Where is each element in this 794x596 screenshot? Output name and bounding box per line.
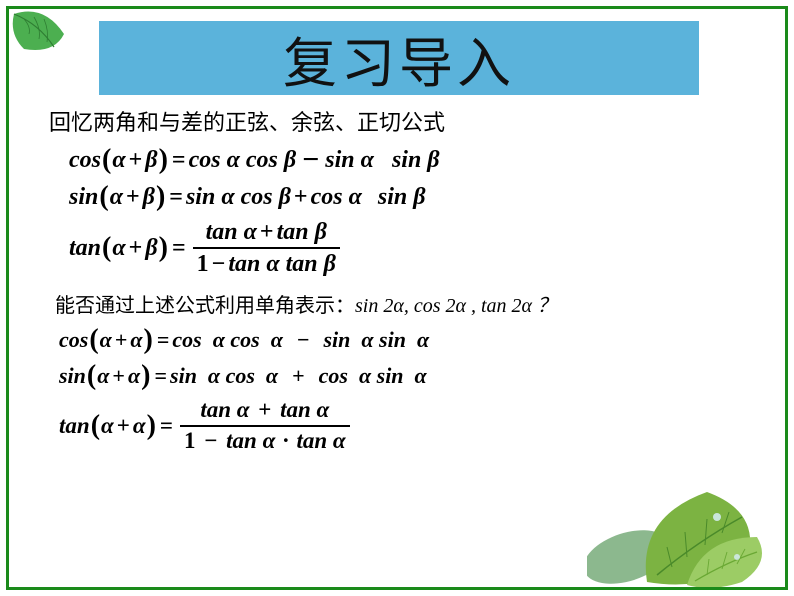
formula-tan-sum: tan(α+β)= tanα+tanβ 1−tanαtanβ: [69, 217, 745, 279]
content-area: 回忆两角和与差的正弦、余弦、正切公式 cos(α+β)=cosαcosβ−sin…: [49, 105, 745, 460]
formula-tan-double: tan(α + α)= tan α + tan α 1 − tan α · ta…: [59, 396, 745, 456]
fraction: tanα+tanβ 1−tanαtanβ: [193, 217, 340, 279]
question-text: 能否通过上述公式利用单角表示：sin 2α, cos 2α , tan 2α ？: [55, 289, 745, 318]
question-items: sin 2α, cos 2α , tan 2α ？: [355, 295, 557, 317]
leaves-icon: [587, 457, 777, 587]
formula-sin-sum: sin(α+β)=sinαcosβ+cosαsinβ: [69, 181, 745, 213]
leaf-icon: [9, 9, 79, 64]
formula-cos-sum: cos(α+β)=cosαcosβ−sinαsinβ: [69, 143, 745, 177]
formula-sin-double: sin (α + α) = sin α cos α + cos α sin α: [59, 360, 745, 392]
question-prefix: 能否通过上述公式利用单角表示：: [55, 295, 355, 317]
title-banner: 复习导入: [99, 21, 699, 95]
intro-text: 回忆两角和与差的正弦、余弦、正切公式: [49, 105, 745, 137]
formula-cos-double: cos (α + α) = cos α cos α − sin α sin α: [59, 324, 745, 356]
fraction: tan α + tan α 1 − tan α · tan α: [180, 396, 350, 456]
page-title: 复习导入: [283, 19, 515, 98]
green-frame: 复习导入 回忆两角和与差的正弦、余弦、正切公式 cos(α+β)=cosαcos…: [6, 6, 788, 590]
